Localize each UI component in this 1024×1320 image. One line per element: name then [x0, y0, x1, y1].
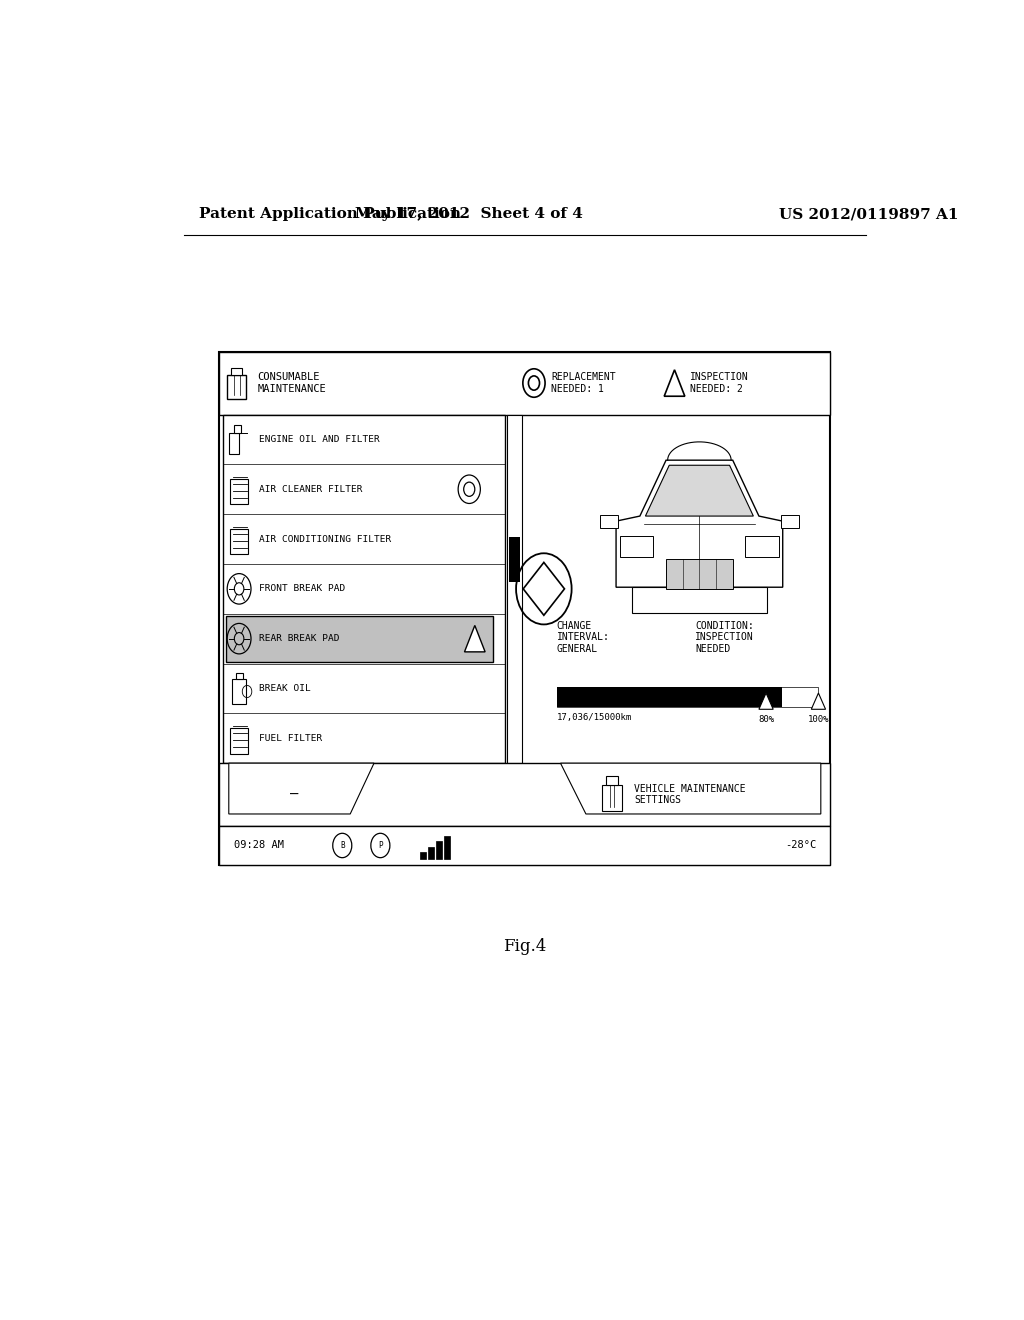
- Bar: [223, 414, 505, 763]
- Bar: [428, 846, 434, 859]
- Bar: [219, 351, 830, 414]
- Text: -28°C: -28°C: [784, 841, 816, 850]
- Polygon shape: [759, 693, 773, 709]
- Bar: [230, 529, 248, 554]
- Bar: [507, 414, 521, 763]
- Text: FUEL FILTER: FUEL FILTER: [259, 734, 323, 743]
- Text: INSPECTION
NEEDED: 2: INSPECTION NEEDED: 2: [690, 372, 750, 393]
- Bar: [219, 826, 830, 865]
- Bar: [606, 776, 618, 784]
- Text: AIR CONDITIONING FILTER: AIR CONDITIONING FILTER: [259, 535, 391, 544]
- Bar: [420, 851, 426, 859]
- Bar: [745, 536, 779, 557]
- Text: 17,036/15000km: 17,036/15000km: [557, 713, 632, 722]
- Text: P: P: [378, 841, 383, 850]
- Bar: [227, 375, 246, 399]
- Polygon shape: [645, 465, 754, 516]
- Polygon shape: [228, 763, 374, 814]
- Bar: [557, 686, 818, 708]
- Text: 09:28 AM: 09:28 AM: [233, 841, 284, 850]
- Text: VEHICLE MAINTENANCE
SETTINGS: VEHICLE MAINTENANCE SETTINGS: [634, 784, 745, 805]
- Bar: [620, 536, 653, 557]
- Text: REPLACEMENT
NEEDED: 1: REPLACEMENT NEEDED: 1: [552, 372, 616, 393]
- Bar: [228, 433, 239, 454]
- Text: 80%: 80%: [758, 715, 774, 725]
- Text: US 2012/0119897 A1: US 2012/0119897 A1: [778, 207, 958, 222]
- Bar: [600, 515, 617, 528]
- Bar: [236, 673, 243, 680]
- Text: B: B: [340, 841, 345, 850]
- Bar: [632, 587, 767, 612]
- Bar: [219, 763, 830, 826]
- Text: CHANGE
INTERVAL:
GENERAL: CHANGE INTERVAL: GENERAL: [557, 620, 609, 655]
- Bar: [602, 784, 623, 810]
- Polygon shape: [523, 562, 564, 615]
- Text: 100%: 100%: [808, 715, 829, 725]
- Bar: [231, 368, 243, 375]
- Polygon shape: [560, 763, 821, 814]
- Bar: [781, 515, 799, 528]
- Polygon shape: [665, 370, 685, 396]
- Polygon shape: [616, 461, 782, 587]
- Polygon shape: [811, 693, 825, 709]
- Bar: [234, 425, 242, 433]
- Text: Patent Application Publication: Patent Application Publication: [200, 207, 462, 222]
- Bar: [436, 841, 442, 859]
- Text: REAR BREAK PAD: REAR BREAK PAD: [259, 634, 339, 643]
- Bar: [225, 615, 494, 661]
- Bar: [230, 479, 248, 504]
- Text: ENGINE OIL AND FILTER: ENGINE OIL AND FILTER: [259, 434, 380, 444]
- Text: CONSUMABLE
MAINTENANCE: CONSUMABLE MAINTENANCE: [257, 372, 326, 393]
- Text: FRONT BREAK PAD: FRONT BREAK PAD: [259, 585, 345, 594]
- Bar: [230, 729, 248, 754]
- Text: –: –: [291, 788, 299, 801]
- Bar: [443, 837, 451, 859]
- Text: Fig.4: Fig.4: [503, 937, 547, 954]
- Text: AIR CLEANER FILTER: AIR CLEANER FILTER: [259, 484, 362, 494]
- Polygon shape: [465, 626, 485, 652]
- Text: May 17, 2012  Sheet 4 of 4: May 17, 2012 Sheet 4 of 4: [355, 207, 584, 222]
- Text: BREAK OIL: BREAK OIL: [259, 684, 310, 693]
- Text: CONDITION:
INSPECTION
NEEDED: CONDITION: INSPECTION NEEDED: [695, 620, 754, 655]
- Bar: [557, 686, 781, 708]
- Bar: [219, 351, 830, 865]
- Bar: [666, 558, 733, 589]
- Bar: [509, 536, 520, 582]
- Bar: [232, 680, 246, 704]
